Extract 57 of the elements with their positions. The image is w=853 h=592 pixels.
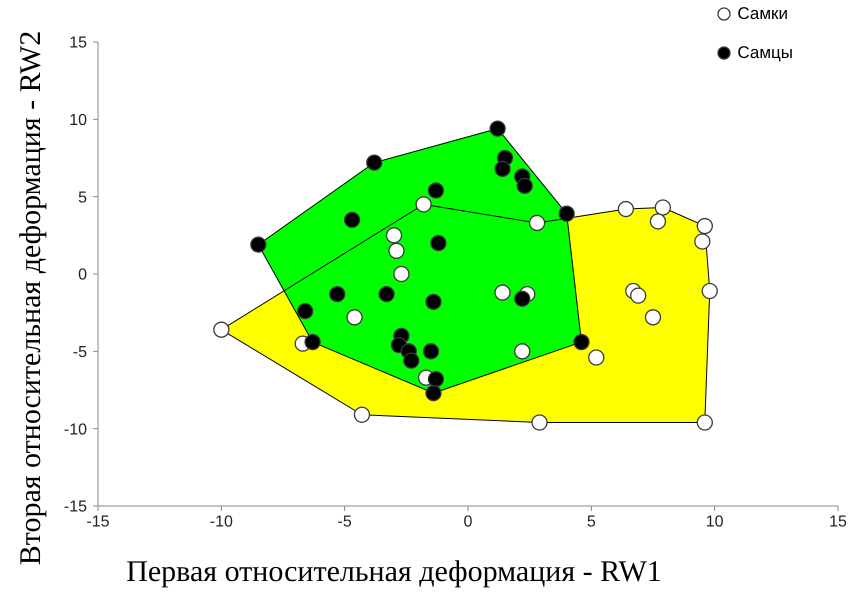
point	[403, 352, 420, 369]
point	[654, 199, 672, 216]
point	[422, 343, 440, 360]
point	[250, 236, 266, 253]
point	[516, 178, 533, 194]
point	[528, 214, 546, 232]
y-axis-title: Вторая относительная деформация - RW2	[14, 30, 46, 566]
point	[378, 286, 395, 302]
point	[489, 120, 506, 137]
x-tick-label: 5	[586, 513, 596, 530]
y-tick-label: 10	[69, 112, 88, 130]
x-tick-label: -10	[210, 513, 233, 530]
point	[425, 294, 442, 310]
legend-label: Самцы	[737, 43, 793, 63]
point	[694, 233, 710, 250]
point	[428, 371, 444, 388]
point	[344, 212, 360, 228]
point	[696, 218, 713, 234]
x-tick-label: -5	[338, 513, 352, 530]
point	[354, 406, 370, 423]
point	[531, 414, 548, 431]
point	[644, 309, 662, 326]
y-tick-label: 15	[69, 34, 88, 52]
point	[618, 200, 634, 218]
point	[573, 334, 590, 350]
x-axis-title: Первая относительная деформация - RW1	[126, 555, 662, 588]
point	[494, 160, 511, 177]
x-tick-label: 15	[829, 513, 847, 530]
point	[588, 349, 604, 366]
x-tick-label: 0	[464, 513, 473, 530]
point	[514, 290, 530, 307]
y-tick-label: 0	[78, 266, 88, 284]
point	[366, 154, 382, 171]
point	[329, 286, 346, 302]
point	[304, 334, 321, 350]
point	[650, 213, 666, 230]
point	[428, 182, 444, 199]
point	[386, 227, 402, 244]
y-tick-label: 5	[78, 189, 88, 206]
point	[388, 242, 405, 259]
point	[558, 206, 575, 222]
point	[425, 384, 442, 402]
point	[494, 284, 511, 301]
point	[630, 288, 646, 304]
point	[514, 343, 530, 360]
point	[696, 414, 713, 431]
y-tick-label: -15	[64, 498, 88, 516]
point	[430, 234, 447, 252]
point	[297, 302, 314, 320]
legend-label: Самки	[737, 4, 788, 24]
y-tick-label: -5	[72, 344, 88, 362]
point	[415, 196, 432, 213]
point	[702, 282, 718, 300]
y-tick-label: -10	[64, 421, 88, 438]
point	[346, 309, 363, 326]
point	[393, 266, 410, 282]
x-tick-label: 10	[706, 513, 724, 530]
